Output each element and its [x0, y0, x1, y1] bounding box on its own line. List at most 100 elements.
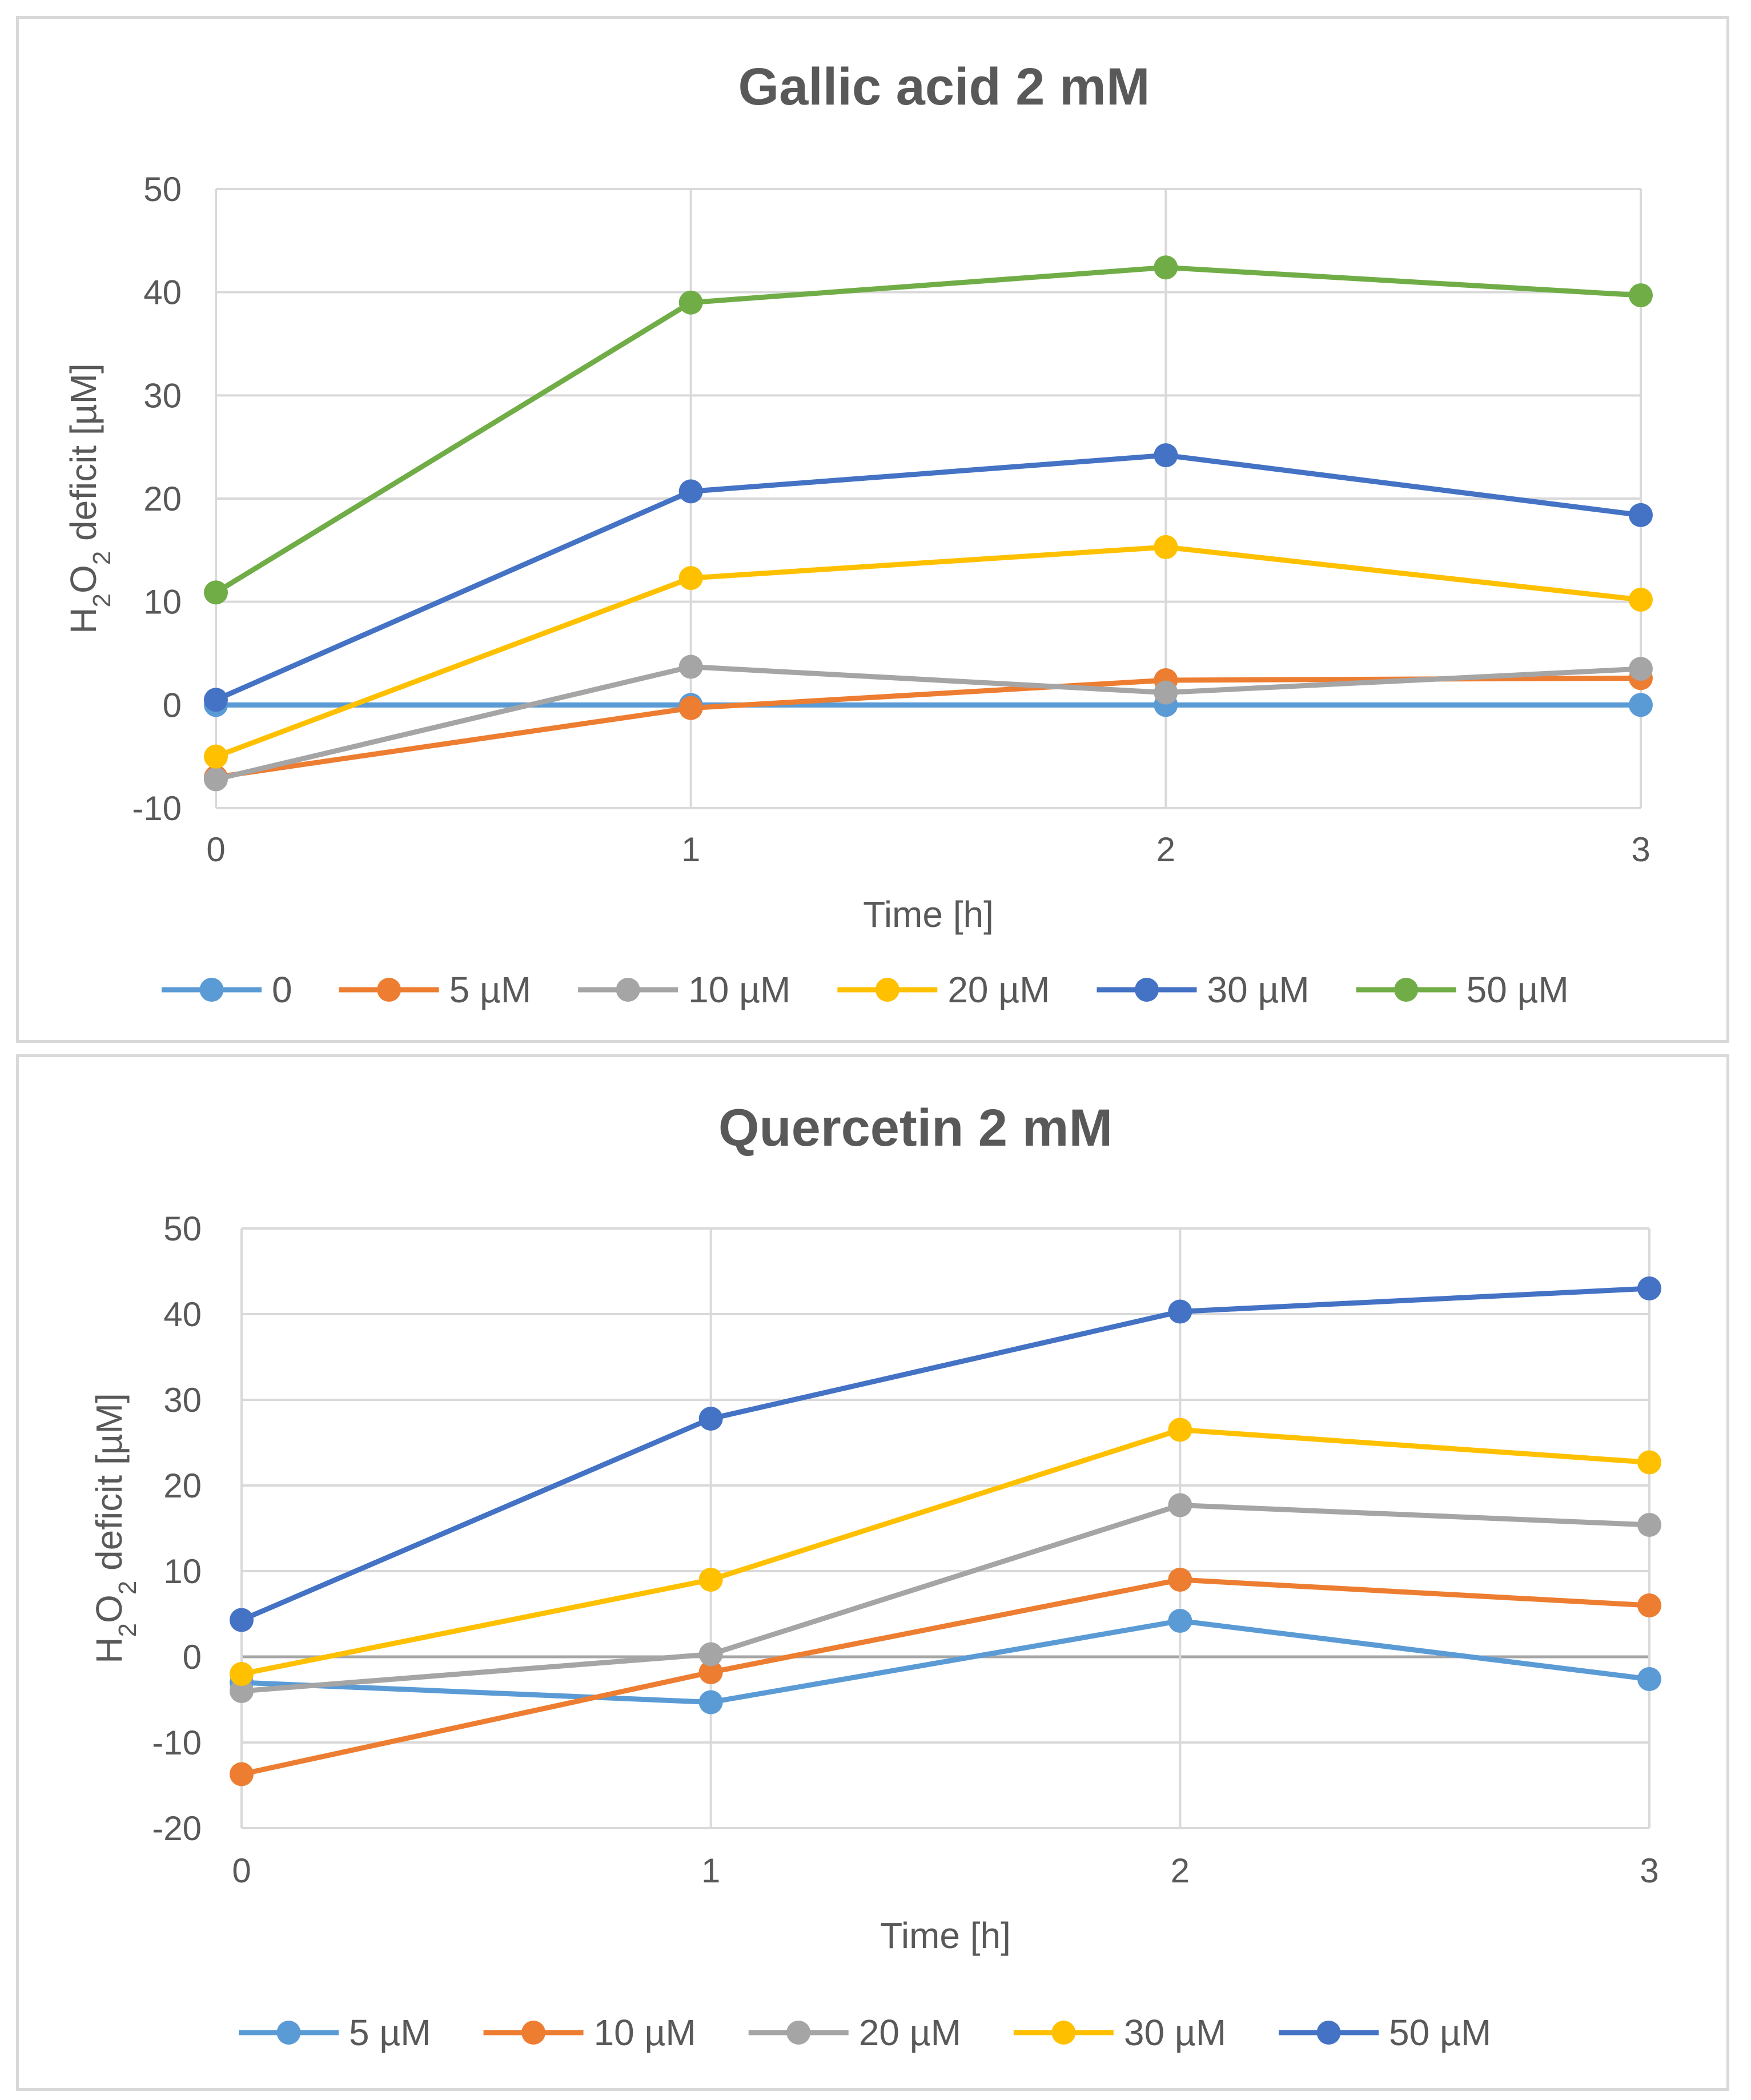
x-tick-label: 2: [1156, 830, 1175, 869]
y-tick-label: 0: [183, 1638, 202, 1676]
y-tick-label: 50: [143, 170, 182, 208]
series-line-30-m: [213, 452, 1644, 702]
x-tick-label: 2: [1171, 1852, 1190, 1890]
legend-entry-10-m: 10 µM: [578, 969, 790, 1010]
legend-label: 5 µM: [449, 969, 532, 1010]
y-tick-label: 30: [163, 1381, 202, 1419]
x-tick-label: 1: [701, 1852, 720, 1890]
x-axis-title: Time [h]: [863, 894, 994, 935]
data-point-5-m: [678, 696, 703, 720]
legend-marker: [786, 2021, 811, 2045]
data-point-20-m: [698, 1642, 723, 1667]
legend-label: 30 µM: [1207, 969, 1309, 1010]
series-line-50-m: [213, 264, 1644, 595]
legend-entry-20-m: 20 µM: [748, 2012, 961, 2053]
data-point-5-m: [1637, 1667, 1661, 1691]
series-line-20-m: [239, 1503, 1652, 1694]
data-point-10-m: [230, 1762, 254, 1786]
data-point-20-m: [204, 744, 228, 769]
legend-entry-0: 0: [162, 969, 292, 1010]
y-axis-title: H2O2 deficit [µM]: [89, 1393, 142, 1663]
series-line-50-m: [239, 1286, 1652, 1623]
y-tick-label: 20: [163, 1467, 202, 1505]
legend-marker: [875, 978, 899, 1002]
x-tick-label: 3: [1640, 1852, 1658, 1890]
y-axis-title: H2O2 deficit [µM]: [63, 363, 116, 633]
legend-marker: [616, 978, 640, 1002]
y-tick-label: 50: [163, 1210, 202, 1248]
series-line-20-m: [213, 544, 1644, 760]
y-tick-label: 0: [163, 686, 182, 724]
legend-label: 50 µM: [1467, 969, 1569, 1010]
y-tick-label: 30: [143, 376, 182, 415]
data-point-30-m: [678, 479, 703, 504]
legend-label: 30 µM: [1124, 2012, 1226, 2053]
legend-marker: [276, 2021, 301, 2045]
legend-entry-20-m: 20 µM: [837, 969, 1050, 1010]
data-point-20-m: [1629, 588, 1653, 612]
x-tick-label: 1: [681, 830, 700, 869]
y-tick-label: -10: [152, 1724, 202, 1762]
legend-label: 10 µM: [594, 2012, 696, 2053]
legend-label: 10 µM: [688, 969, 790, 1010]
series-line-30-m: [239, 1427, 1652, 1677]
legend-marker: [1394, 978, 1419, 1002]
quercetin-chart-panel: Quercetin 2 mM -20 -10 0 10 20 30 40 50 0 1 2 3 Time …: [16, 1054, 1729, 2091]
y-tick-label: 10: [143, 583, 182, 621]
legend-entry-50-m: 50 µM: [1356, 969, 1569, 1010]
y-tick-label: 10: [163, 1552, 202, 1591]
data-point-30-m: [1154, 443, 1178, 468]
legend-label: 5 µM: [349, 2012, 431, 2053]
data-point-5-m: [698, 1690, 723, 1714]
x-axis-title: Time [h]: [880, 1915, 1011, 1956]
data-point-50-m: [230, 1608, 254, 1632]
data-point-50-m: [1154, 255, 1178, 280]
data-point-50-m: [1629, 283, 1653, 308]
chart-title: Gallic acid 2 mM: [738, 58, 1150, 116]
legend-entry-5-m: 5 µM: [339, 969, 532, 1010]
series-line-10-m: [239, 1577, 1652, 1777]
data-point-0: [1629, 693, 1653, 717]
legend-entry-10-m: 10 µM: [483, 2012, 696, 2053]
data-point-10-m: [204, 767, 228, 792]
legend-entry-5-m: 5 µM: [239, 2012, 431, 2053]
series-line-5-m: [239, 1618, 1652, 1705]
data-point-30-m: [204, 688, 228, 712]
data-point-10-m: [1637, 1593, 1661, 1617]
data-point-50-m: [1637, 1276, 1661, 1300]
data-point-30-m: [698, 1568, 723, 1592]
gallic-acid-chart: Gallic acid 2 mM -10 0 10 20 30 40 50 0 1 2 3 Time […: [63, 58, 1653, 1010]
data-point-20-m: [1168, 1493, 1192, 1517]
data-point-20-m: [1154, 535, 1178, 559]
data-point-10-m: [678, 655, 703, 679]
data-point-10-m: [1154, 680, 1178, 705]
data-point-30-m: [1629, 503, 1653, 527]
legend-marker: [521, 2021, 546, 2045]
data-point-10-m: [1629, 657, 1653, 681]
x-tick-label: 3: [1631, 830, 1650, 869]
legend-marker: [1316, 2021, 1341, 2045]
data-point-30-m: [1637, 1450, 1661, 1475]
legend-label: 50 µM: [1389, 2012, 1491, 2053]
data-point-30-m: [230, 1662, 254, 1686]
y-tick-label: -10: [132, 789, 182, 828]
data-point-50-m: [698, 1407, 723, 1431]
gallic-acid-chart-panel: Gallic acid 2 mM -10 0 10 20 30 40 50 0 1 2 3 Time […: [16, 16, 1729, 1043]
y-tick-label: 40: [163, 1295, 202, 1334]
quercetin-chart: Quercetin 2 mM -20 -10 0 10 20 30 40 50 0 1 2 3 Time …: [89, 1099, 1661, 2053]
legend-entry-30-m: 30 µM: [1013, 2012, 1226, 2053]
data-point-30-m: [1168, 1418, 1192, 1442]
data-point-20-m: [1637, 1513, 1661, 1537]
legend-marker: [1134, 978, 1159, 1002]
x-tick-label: 0: [206, 830, 225, 869]
data-point-20-m: [678, 566, 703, 591]
legend-label: 0: [272, 969, 292, 1010]
legend-entry-50-m: 50 µM: [1279, 2012, 1491, 2053]
y-tick-label: -20: [152, 1809, 202, 1848]
data-point-20-m: [230, 1679, 254, 1703]
y-tick-label: 40: [143, 274, 182, 312]
x-tick-label: 0: [232, 1852, 251, 1890]
legend-marker: [377, 978, 401, 1002]
legend-marker: [1051, 2021, 1076, 2045]
data-point-50-m: [204, 580, 228, 605]
